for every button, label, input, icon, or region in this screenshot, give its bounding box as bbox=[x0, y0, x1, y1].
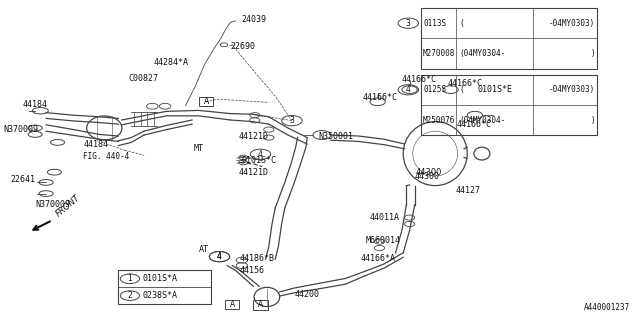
Text: 44200: 44200 bbox=[294, 290, 319, 299]
Text: 3: 3 bbox=[406, 19, 411, 28]
Text: 44166*C: 44166*C bbox=[457, 120, 492, 129]
Text: MT: MT bbox=[193, 144, 204, 153]
Text: ): ) bbox=[591, 116, 595, 125]
Text: 24039: 24039 bbox=[242, 15, 267, 24]
Text: 44300: 44300 bbox=[416, 168, 442, 177]
Text: 44166*C: 44166*C bbox=[402, 75, 437, 84]
Text: AT: AT bbox=[198, 245, 209, 254]
Text: 4: 4 bbox=[406, 85, 411, 94]
Text: 0101S*A: 0101S*A bbox=[143, 274, 178, 283]
Text: (: ( bbox=[460, 85, 464, 94]
Text: -04MY0303): -04MY0303) bbox=[549, 85, 595, 94]
Text: 44166*C: 44166*C bbox=[448, 79, 483, 88]
Text: 44121D: 44121D bbox=[238, 132, 268, 141]
Text: 0101S*E: 0101S*E bbox=[477, 85, 513, 94]
Text: FIG. 440-4: FIG. 440-4 bbox=[83, 152, 129, 161]
Text: 0238S*A: 0238S*A bbox=[143, 291, 178, 300]
Text: N370009: N370009 bbox=[35, 200, 70, 209]
Text: 4: 4 bbox=[217, 252, 222, 261]
Text: A440001237: A440001237 bbox=[584, 303, 630, 312]
Text: 44156: 44156 bbox=[240, 266, 265, 275]
Text: 44011A: 44011A bbox=[370, 213, 400, 222]
Text: M660014: M660014 bbox=[366, 236, 401, 245]
Text: 4: 4 bbox=[217, 252, 222, 261]
Text: ): ) bbox=[591, 49, 595, 58]
Text: 44166*C: 44166*C bbox=[362, 93, 397, 102]
Text: 44184: 44184 bbox=[22, 100, 47, 108]
Text: (: ( bbox=[460, 19, 464, 28]
Text: N370009: N370009 bbox=[3, 125, 38, 134]
Text: 2: 2 bbox=[127, 291, 132, 300]
Text: N350001: N350001 bbox=[319, 132, 354, 141]
Text: 44121D: 44121D bbox=[238, 168, 268, 177]
Text: C00827: C00827 bbox=[128, 74, 158, 83]
Text: M270008: M270008 bbox=[423, 49, 456, 58]
Text: (04MY0304-: (04MY0304- bbox=[460, 49, 506, 58]
Text: 22690: 22690 bbox=[230, 42, 255, 51]
Text: 3: 3 bbox=[289, 116, 294, 125]
Text: A: A bbox=[204, 97, 209, 106]
Text: (04MY0304-: (04MY0304- bbox=[460, 116, 506, 125]
Text: 22641: 22641 bbox=[11, 175, 36, 184]
Text: 44300: 44300 bbox=[415, 172, 440, 180]
Text: 0113S: 0113S bbox=[423, 19, 446, 28]
Text: 0101S*C: 0101S*C bbox=[242, 156, 277, 165]
Text: A: A bbox=[230, 300, 235, 309]
Text: 44127: 44127 bbox=[456, 186, 481, 195]
Text: 44186*B: 44186*B bbox=[240, 254, 275, 263]
Text: -04MY0303): -04MY0303) bbox=[549, 19, 595, 28]
Text: FRONT: FRONT bbox=[54, 193, 82, 218]
Text: 44284*A: 44284*A bbox=[154, 58, 189, 67]
Text: 44166*A: 44166*A bbox=[361, 254, 396, 263]
Text: 0125S: 0125S bbox=[423, 85, 446, 94]
Text: 44184: 44184 bbox=[83, 140, 108, 149]
Text: A: A bbox=[258, 300, 263, 309]
Text: 4: 4 bbox=[258, 150, 263, 159]
Text: 1: 1 bbox=[127, 274, 132, 283]
Text: M250076: M250076 bbox=[423, 116, 456, 125]
